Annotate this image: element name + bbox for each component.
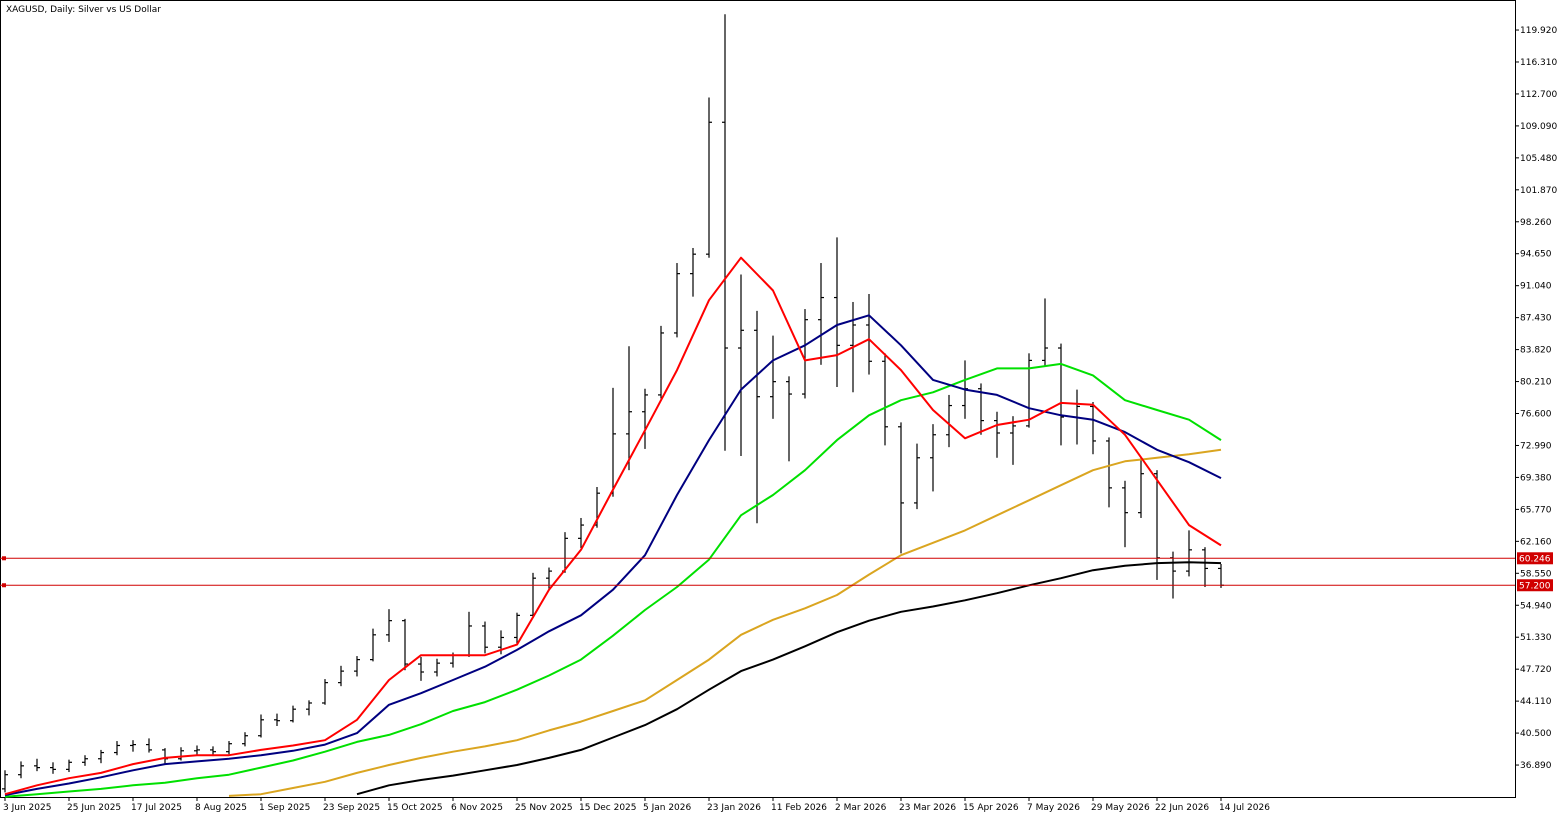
y-tick-label: 105.480 xyxy=(1520,154,1557,164)
x-tick-label: 23 Sep 2025 xyxy=(323,803,380,813)
y-tick-label: 44.110 xyxy=(1520,697,1552,707)
price-marker xyxy=(2,556,6,561)
x-tick-label: 15 Dec 2025 xyxy=(579,803,637,813)
moving-average xyxy=(228,448,1222,797)
y-tick-label: 76.600 xyxy=(1520,410,1552,420)
x-tick-label: 23 Mar 2026 xyxy=(899,803,956,813)
x-tick-label: 14 Jul 2026 xyxy=(1219,803,1270,813)
x-tick-label: 2 Mar 2026 xyxy=(835,803,887,813)
chart-title: XAGUSD, Daily: Silver vs US Dollar xyxy=(6,5,161,15)
x-tick-label: 15 Oct 2025 xyxy=(387,803,443,813)
x-tick-label: 22 Jun 2026 xyxy=(1155,803,1209,813)
y-tick-label: 62.160 xyxy=(1520,537,1552,547)
y-tick-label: 54.940 xyxy=(1520,601,1552,611)
x-tick-label: 17 Jul 2025 xyxy=(131,803,182,813)
x-tick-label: 15 Apr 2026 xyxy=(963,803,1019,813)
y-tick-label: 94.650 xyxy=(1520,250,1552,260)
x-tick-label: 8 Aug 2025 xyxy=(195,803,247,813)
plot-area xyxy=(0,0,1516,798)
y-tick-label: 119.920 xyxy=(1520,26,1557,36)
moving-average xyxy=(4,314,1222,797)
y-tick-label: 72.990 xyxy=(1520,441,1552,451)
x-tick-label: 1 Sep 2025 xyxy=(259,803,310,813)
price-label-bg xyxy=(1517,552,1553,565)
x-tick-label: 29 May 2026 xyxy=(1091,803,1150,813)
y-tick-label: 91.040 xyxy=(1520,282,1552,292)
price-label: 60.246 xyxy=(1519,554,1551,564)
y-tick-label: 36.890 xyxy=(1520,761,1552,771)
moving-average xyxy=(4,256,1222,796)
x-tick-label: 25 Nov 2025 xyxy=(515,803,573,813)
x-tick-label: 7 May 2026 xyxy=(1027,803,1080,813)
y-tick-label: 51.330 xyxy=(1520,633,1552,643)
x-tick-label: 3 Jun 2025 xyxy=(3,803,51,813)
y-tick-label: 58.550 xyxy=(1520,569,1552,579)
y-tick-label: 80.210 xyxy=(1520,378,1552,388)
y-tick-label: 87.430 xyxy=(1520,314,1552,324)
x-tick-label: 11 Feb 2026 xyxy=(771,803,827,813)
y-tick-label: 47.720 xyxy=(1520,665,1552,675)
y-tick-label: 112.700 xyxy=(1520,90,1557,100)
price-label: 57.200 xyxy=(1519,581,1551,591)
x-tick-label: 6 Nov 2025 xyxy=(451,803,503,813)
x-tick-label: 5 Jan 2026 xyxy=(643,803,691,813)
y-tick-label: 116.310 xyxy=(1520,58,1557,68)
y-tick-label: 109.090 xyxy=(1520,122,1557,132)
price-marker xyxy=(2,583,6,588)
x-tick-label: 25 Jun 2025 xyxy=(67,803,121,813)
moving-average xyxy=(356,561,1222,796)
y-tick-label: 101.870 xyxy=(1520,186,1557,196)
y-tick-label: 40.500 xyxy=(1520,729,1552,739)
y-tick-label: 69.380 xyxy=(1520,473,1552,483)
y-tick-label: 83.820 xyxy=(1520,346,1552,356)
x-tick-label: 23 Jan 2026 xyxy=(707,803,761,813)
price-label-bg xyxy=(1517,579,1553,592)
y-tick-label: 98.260 xyxy=(1520,218,1552,228)
moving-average xyxy=(4,362,1222,798)
y-tick-label: 65.770 xyxy=(1520,505,1552,515)
